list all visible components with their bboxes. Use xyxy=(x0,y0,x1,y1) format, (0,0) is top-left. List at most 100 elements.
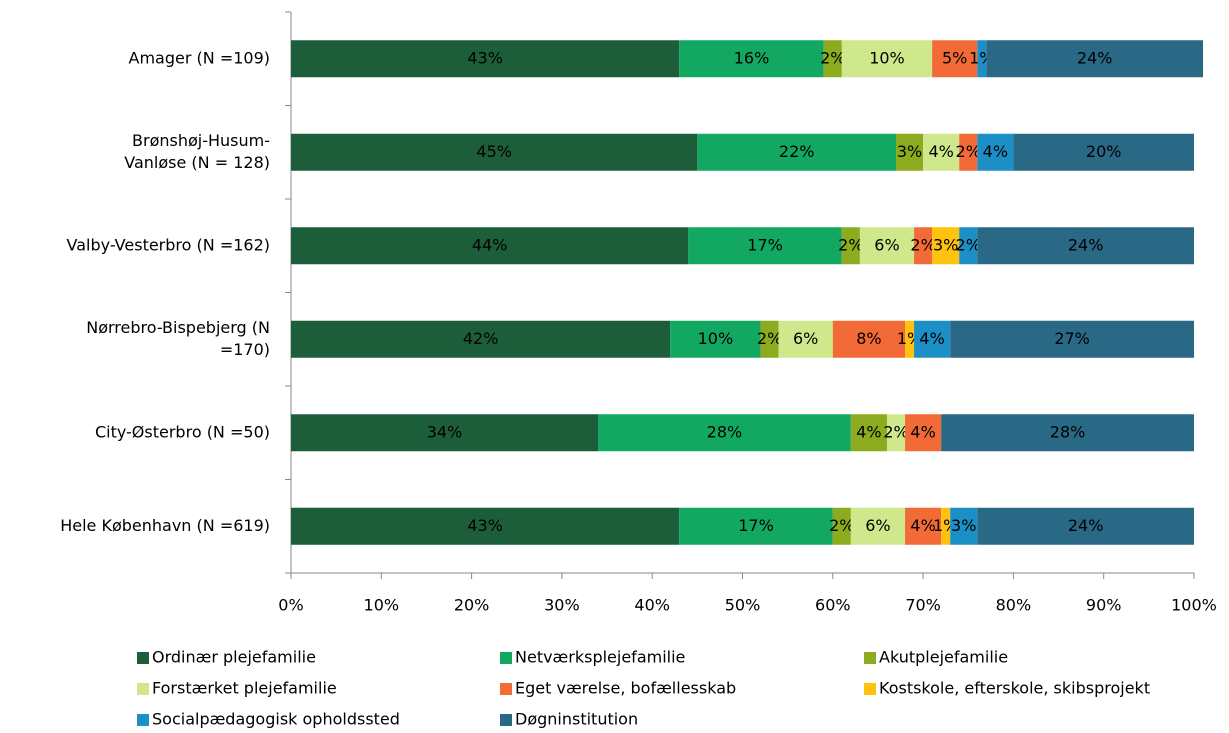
data-label: 3% xyxy=(897,142,922,161)
data-label: 27% xyxy=(1054,329,1090,348)
legend-swatch xyxy=(137,714,149,726)
data-label: 6% xyxy=(865,516,890,535)
legend-swatch xyxy=(500,652,512,664)
y-tick-label: Nørrebro-Bispebjerg (N xyxy=(86,318,270,337)
bar-segment xyxy=(291,414,599,452)
bar-segment xyxy=(832,320,906,358)
bar-segment xyxy=(905,507,942,545)
bar-segment xyxy=(986,40,1204,78)
data-label: 4% xyxy=(983,142,1008,161)
data-label: 8% xyxy=(856,329,881,348)
x-tick-label: 20% xyxy=(454,596,490,615)
data-label: 10% xyxy=(869,48,905,67)
bar-segment xyxy=(291,40,680,78)
data-label: 10% xyxy=(698,329,734,348)
bar-segment xyxy=(950,320,1194,358)
legend-label: Eget værelse, bofællesskab xyxy=(515,679,736,698)
bar-segment xyxy=(679,40,824,78)
data-label: 44% xyxy=(472,235,508,254)
bar-segment xyxy=(291,320,671,358)
bar-segment xyxy=(914,227,933,265)
x-tick-label: 30% xyxy=(544,596,580,615)
data-label: 4% xyxy=(928,142,953,161)
data-label: 43% xyxy=(467,516,503,535)
data-label: 4% xyxy=(910,422,935,441)
bar-segment xyxy=(977,40,987,78)
data-label: 3% xyxy=(933,235,958,254)
data-label: 42% xyxy=(463,329,499,348)
legend-label: Døgninstitution xyxy=(515,710,638,729)
data-label: 2% xyxy=(757,329,782,348)
data-label: 3% xyxy=(951,516,976,535)
legend-label: Netværksplejefamilie xyxy=(515,648,685,667)
data-label: 2% xyxy=(838,235,863,254)
bar-segment xyxy=(941,414,1194,452)
bar-segment xyxy=(959,133,978,171)
data-label: 4% xyxy=(910,516,935,535)
bar-segment xyxy=(291,133,698,171)
data-label: 2% xyxy=(910,235,935,254)
data-label: 16% xyxy=(734,48,770,67)
x-tick-label: 100% xyxy=(1171,596,1217,615)
bar-segment xyxy=(923,133,960,171)
bar-segment xyxy=(832,507,851,545)
bar-segment xyxy=(778,320,833,358)
y-tick-label: Vanløse (N = 128) xyxy=(124,153,270,172)
data-label: 24% xyxy=(1077,48,1113,67)
data-label: 34% xyxy=(427,422,463,441)
bar-segment xyxy=(670,320,761,358)
data-label: 6% xyxy=(793,329,818,348)
data-label: 17% xyxy=(747,235,783,254)
bar-segment xyxy=(850,414,887,452)
bar-segment xyxy=(941,507,951,545)
bar-segment xyxy=(823,40,842,78)
data-label: 2% xyxy=(956,235,981,254)
data-label: 2% xyxy=(829,516,854,535)
bar-segment xyxy=(932,40,978,78)
x-tick-label: 80% xyxy=(996,596,1032,615)
x-tick-label: 60% xyxy=(815,596,851,615)
legend-label: Kostskole, efterskole, skibsprojekt xyxy=(879,679,1150,698)
y-tick-label: Brønshøj-Husum- xyxy=(132,131,270,150)
y-tick-label: City-Østerbro (N =50) xyxy=(95,422,270,441)
legend-swatch xyxy=(864,683,876,695)
data-label: 4% xyxy=(856,422,881,441)
data-label: 17% xyxy=(738,516,774,535)
data-label: 24% xyxy=(1068,516,1104,535)
data-label: 20% xyxy=(1086,142,1122,161)
data-label: 24% xyxy=(1068,235,1104,254)
data-label: 2% xyxy=(956,142,981,161)
bar-segment xyxy=(688,227,842,265)
bar-segment xyxy=(896,133,924,171)
bar-segment xyxy=(950,507,978,545)
legend-swatch xyxy=(137,683,149,695)
bar-segment xyxy=(905,414,942,452)
legend-label: Forstærket plejefamilie xyxy=(152,679,337,698)
bar-segment xyxy=(841,227,860,265)
bar-segment xyxy=(959,227,978,265)
legend-swatch xyxy=(500,683,512,695)
data-label: 43% xyxy=(467,48,503,67)
y-tick-label: Amager (N =109) xyxy=(129,48,270,67)
y-tick-label: Valby-Vesterbro (N =162) xyxy=(67,235,270,254)
data-label: 45% xyxy=(476,142,512,161)
data-label: 28% xyxy=(707,422,743,441)
bar-segment xyxy=(291,507,680,545)
bar-segment xyxy=(914,320,951,358)
bar-segment xyxy=(697,133,897,171)
data-label: 6% xyxy=(874,235,899,254)
data-label: 22% xyxy=(779,142,815,161)
legend-label: Akutplejefamilie xyxy=(879,648,1008,667)
data-label: 5% xyxy=(942,48,967,67)
data-label: 4% xyxy=(919,329,944,348)
bar-segment xyxy=(932,227,960,265)
bar-segment xyxy=(850,507,906,545)
bar-segment xyxy=(841,40,933,78)
x-tick-label: 0% xyxy=(278,596,303,615)
bar-segment xyxy=(859,227,915,265)
bar-segment xyxy=(977,507,1194,545)
legend-swatch xyxy=(500,714,512,726)
bar-segment xyxy=(977,227,1194,265)
x-tick-label: 40% xyxy=(634,596,670,615)
